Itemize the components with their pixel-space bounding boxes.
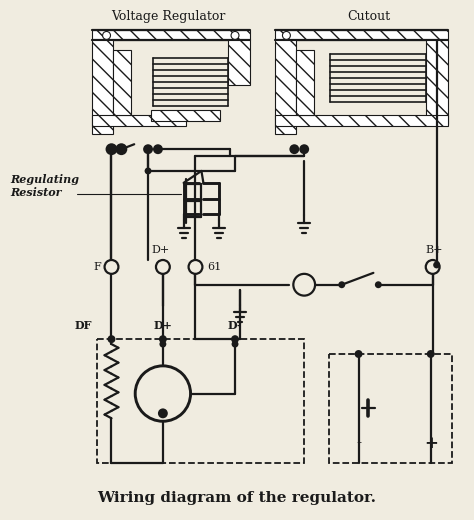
- Text: Wiring diagram of the regulator.: Wiring diagram of the regulator.: [98, 491, 376, 505]
- Bar: [151, 110, 220, 122]
- Circle shape: [283, 32, 291, 40]
- Circle shape: [231, 335, 239, 343]
- Text: F: F: [94, 262, 101, 272]
- Circle shape: [105, 260, 118, 274]
- Circle shape: [338, 281, 345, 288]
- Circle shape: [426, 260, 439, 274]
- Circle shape: [108, 335, 116, 343]
- Circle shape: [299, 144, 309, 154]
- Text: D-: D-: [228, 320, 242, 331]
- Circle shape: [293, 274, 315, 295]
- Circle shape: [156, 260, 170, 274]
- Circle shape: [159, 335, 167, 343]
- Circle shape: [290, 144, 299, 154]
- Text: -: -: [356, 436, 361, 450]
- Bar: [228, 41, 250, 85]
- Bar: [329, 354, 453, 463]
- Bar: [426, 41, 447, 124]
- Circle shape: [159, 341, 166, 347]
- Circle shape: [145, 167, 152, 174]
- Circle shape: [433, 262, 440, 268]
- Text: B+: B+: [426, 245, 443, 255]
- Circle shape: [102, 32, 110, 40]
- Circle shape: [375, 281, 382, 288]
- Bar: [274, 41, 296, 134]
- Bar: [97, 339, 304, 463]
- Bar: [92, 31, 250, 41]
- Bar: [274, 31, 447, 41]
- Circle shape: [189, 260, 202, 274]
- Bar: [92, 41, 113, 134]
- Bar: [274, 114, 447, 126]
- Circle shape: [232, 341, 238, 347]
- Circle shape: [355, 350, 363, 358]
- Bar: [296, 50, 314, 114]
- Circle shape: [116, 144, 128, 155]
- Text: +: +: [424, 435, 438, 451]
- Text: D+: D+: [152, 245, 170, 255]
- Circle shape: [427, 350, 435, 358]
- Circle shape: [153, 144, 163, 154]
- Text: D+: D+: [154, 320, 173, 331]
- Bar: [113, 50, 131, 114]
- Circle shape: [158, 408, 168, 418]
- Bar: [92, 114, 186, 126]
- Circle shape: [231, 32, 239, 40]
- Circle shape: [106, 144, 118, 155]
- Text: 61: 61: [207, 262, 222, 272]
- Text: Regulating
Resistor: Regulating Resistor: [11, 174, 80, 198]
- Circle shape: [143, 144, 153, 154]
- Circle shape: [135, 366, 191, 421]
- Text: Voltage Regulator: Voltage Regulator: [111, 9, 226, 22]
- Text: Cutout: Cutout: [347, 9, 390, 22]
- Text: DF: DF: [74, 320, 92, 331]
